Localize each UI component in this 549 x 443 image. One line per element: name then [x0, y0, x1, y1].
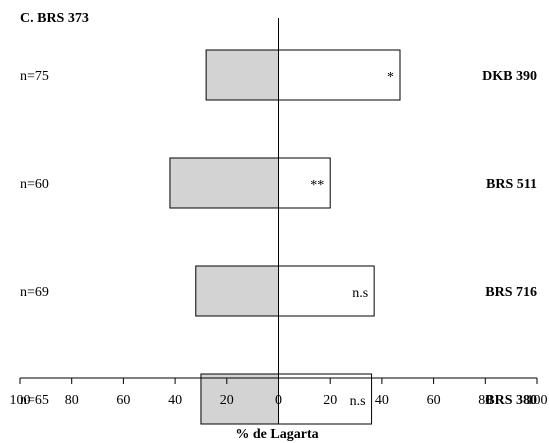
x-tick-label: 100	[527, 393, 548, 408]
x-tick-label: 40	[168, 393, 182, 408]
panel-label: C. BRS 373	[20, 11, 89, 26]
significance-label: **	[310, 178, 324, 193]
sample-size-label: n=75	[20, 69, 49, 84]
bar-left-2	[195, 265, 279, 317]
bars-layer	[169, 49, 401, 425]
x-axis: 100 80 60 40 20 0 20 40 60 80 100	[10, 18, 548, 408]
sample-size-label: n=65	[20, 393, 49, 408]
significance-label: *	[387, 70, 394, 85]
significance-label: n.s	[352, 286, 368, 301]
x-tick-label: 60	[116, 393, 130, 408]
category-label: BRS 716	[485, 285, 537, 300]
x-tick-label: 0	[275, 393, 282, 408]
category-label: BRS 511	[486, 177, 537, 192]
sample-size-label: n=69	[20, 285, 49, 300]
category-label: BRS 380	[485, 393, 537, 408]
labels-layer: * n=75 DKB 390 ** n=60 BRS 511 n.s n=69 BRS 716 n…	[20, 69, 537, 409]
x-tick-label: 80	[478, 393, 492, 408]
bar-right-1	[278, 157, 331, 209]
sample-size-label: n=60	[20, 177, 49, 192]
category-label: DKB 390	[482, 69, 537, 84]
x-tick-label: 80	[65, 393, 79, 408]
x-tick-label: 20	[323, 393, 337, 408]
x-tick-label: 40	[375, 393, 389, 408]
bar-left-1	[169, 157, 279, 209]
x-tick-label: 100	[10, 393, 31, 408]
bar-right-3	[278, 373, 373, 425]
x-tick-label: 20	[220, 393, 234, 408]
significance-label: n.s	[350, 394, 366, 409]
x-axis-label: % de Lagarta	[235, 427, 318, 442]
bar-right-0	[278, 49, 401, 101]
bar-left-3	[200, 373, 279, 425]
x-tick-label: 60	[427, 393, 441, 408]
bar-left-0	[205, 49, 279, 101]
bar-right-2	[278, 265, 375, 317]
